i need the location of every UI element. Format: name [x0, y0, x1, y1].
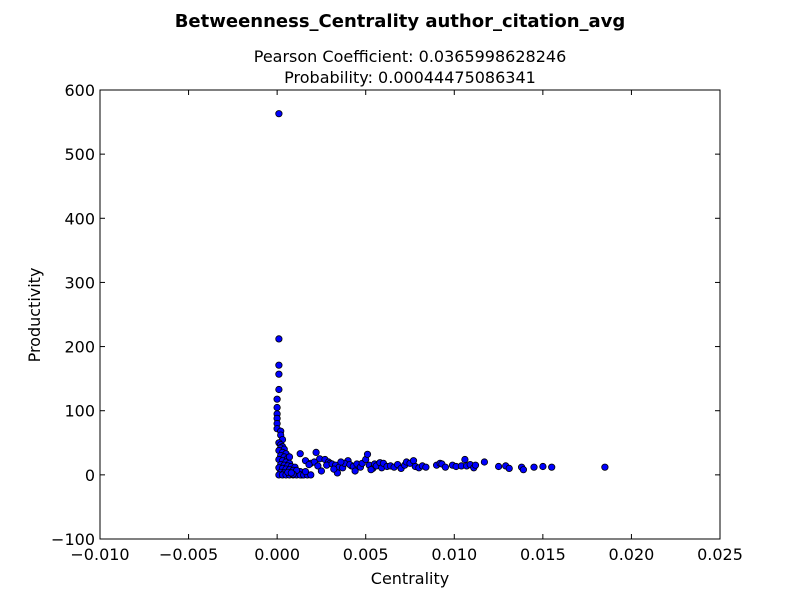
- x-axis-label: Centrality: [371, 569, 449, 588]
- x-tick-label: −0.010: [70, 545, 129, 564]
- y-tick-label: 600: [64, 81, 95, 100]
- data-point: [601, 463, 609, 471]
- data-point: [480, 458, 488, 466]
- data-point: [441, 463, 449, 471]
- data-point: [494, 462, 503, 471]
- data-point: [285, 453, 294, 461]
- data-point: [275, 385, 283, 394]
- data-point: [539, 462, 547, 471]
- y-tick-label: 100: [64, 402, 95, 421]
- data-point: [367, 466, 375, 474]
- data-point: [471, 461, 480, 469]
- x-tick-label: 0.010: [431, 545, 477, 564]
- x-tick-label: 0.025: [697, 545, 743, 564]
- data-point: [363, 450, 372, 458]
- data-point: [275, 335, 283, 343]
- data-point: [307, 471, 315, 479]
- data-point: [314, 462, 322, 470]
- y-tick-label: 200: [64, 338, 95, 357]
- y-tick-label: 400: [64, 209, 95, 228]
- x-tick-label: 0.005: [343, 545, 389, 564]
- y-tick-label: 300: [64, 273, 95, 292]
- data-point: [275, 361, 283, 369]
- data-point: [296, 450, 304, 458]
- y-tick-label: −100: [51, 530, 95, 549]
- x-tick-label: 0.015: [520, 545, 566, 564]
- y-tick-label: 0: [85, 466, 95, 485]
- plot-frame: [99, 89, 721, 540]
- data-point: [530, 463, 538, 471]
- chart-title: Betweenness_Centrality author_citation_a…: [175, 11, 626, 32]
- data-point: [305, 460, 313, 469]
- data-point: [273, 403, 281, 412]
- data-point: [273, 395, 281, 403]
- data-point: [461, 455, 469, 464]
- data-point: [275, 370, 283, 378]
- data-point: [317, 467, 325, 475]
- data-point: [548, 463, 556, 471]
- axis-ticks: −0.010 −0.005 0.000 0.005 0.010 0.015 0.020 0.0…: [51, 81, 743, 564]
- chart-subtitle-pearson: Pearson Coefficient: 0.0365998628246: [254, 47, 567, 66]
- data-point: [312, 448, 320, 456]
- y-tick-label: 500: [64, 145, 95, 164]
- data-point: [275, 110, 283, 118]
- x-tick-label: 0.000: [254, 545, 300, 564]
- data-point: [301, 467, 310, 476]
- data-point: [337, 458, 345, 466]
- data-point: [330, 465, 338, 473]
- data-point: [287, 469, 295, 477]
- chart-subtitle-probability: Probability: 0.00044475086341: [284, 68, 536, 87]
- data-point: [505, 464, 513, 472]
- y-axis-label: Productivity: [25, 268, 44, 363]
- x-tick-label: −0.005: [159, 545, 218, 564]
- data-point: [422, 463, 430, 471]
- data-point: [519, 466, 528, 474]
- data-point: [351, 467, 359, 475]
- x-tick-label: 0.020: [609, 545, 655, 564]
- data-points: [273, 110, 609, 479]
